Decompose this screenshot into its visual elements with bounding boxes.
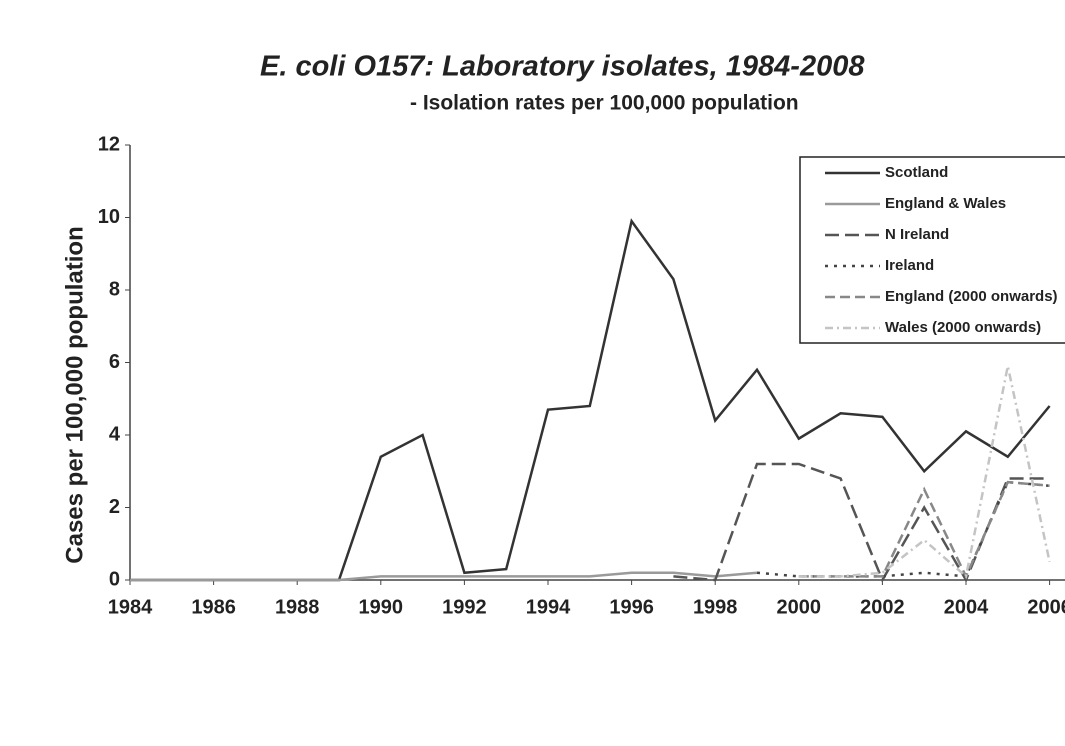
legend-label: Ireland bbox=[885, 257, 934, 274]
x-tick-label: 1984 bbox=[108, 596, 153, 618]
series-line bbox=[798, 480, 1050, 580]
y-axis-label: Cases per 100,000 population bbox=[61, 226, 88, 563]
x-tick-label: 1986 bbox=[191, 596, 236, 618]
y-tick-label: 4 bbox=[109, 423, 121, 445]
x-tick-label: 1988 bbox=[275, 596, 320, 618]
y-tick-label: 6 bbox=[109, 351, 120, 373]
x-tick-label: 1990 bbox=[359, 596, 404, 618]
y-tick-label: 8 bbox=[109, 278, 120, 300]
chart-title: E. coli O157: Laboratory isolates, 1984-… bbox=[260, 51, 865, 83]
legend-box bbox=[799, 156, 1065, 344]
legend-label: England & Wales bbox=[885, 195, 1006, 212]
series-line bbox=[673, 462, 1050, 583]
y-tick-label: 12 bbox=[98, 133, 120, 155]
y-tick-label: 2 bbox=[109, 496, 120, 518]
x-tick-label: 2002 bbox=[860, 596, 905, 618]
y-tick-label: 10 bbox=[98, 206, 120, 228]
legend-label: England (2000 onwards) bbox=[885, 288, 1058, 305]
x-tick-label: 1992 bbox=[442, 596, 487, 618]
chart-subtitle: - Isolation rates per 100,000 population bbox=[410, 92, 799, 115]
legend-label: Scotland bbox=[885, 164, 948, 181]
x-tick-label: 1996 bbox=[609, 596, 654, 618]
legend-label: N Ireland bbox=[885, 226, 949, 243]
series-line bbox=[756, 480, 1050, 578]
x-tick-label: 1998 bbox=[693, 596, 738, 618]
x-tick-label: 2004 bbox=[944, 596, 989, 618]
series-line bbox=[130, 571, 758, 582]
series-line bbox=[798, 365, 1051, 579]
x-tick-label: 1994 bbox=[526, 596, 571, 618]
x-tick-label: 2006 bbox=[1027, 596, 1065, 618]
y-tick-label: 0 bbox=[109, 568, 120, 590]
legend-label: Wales (2000 onwards) bbox=[885, 319, 1041, 336]
x-tick-label: 2000 bbox=[777, 596, 822, 618]
